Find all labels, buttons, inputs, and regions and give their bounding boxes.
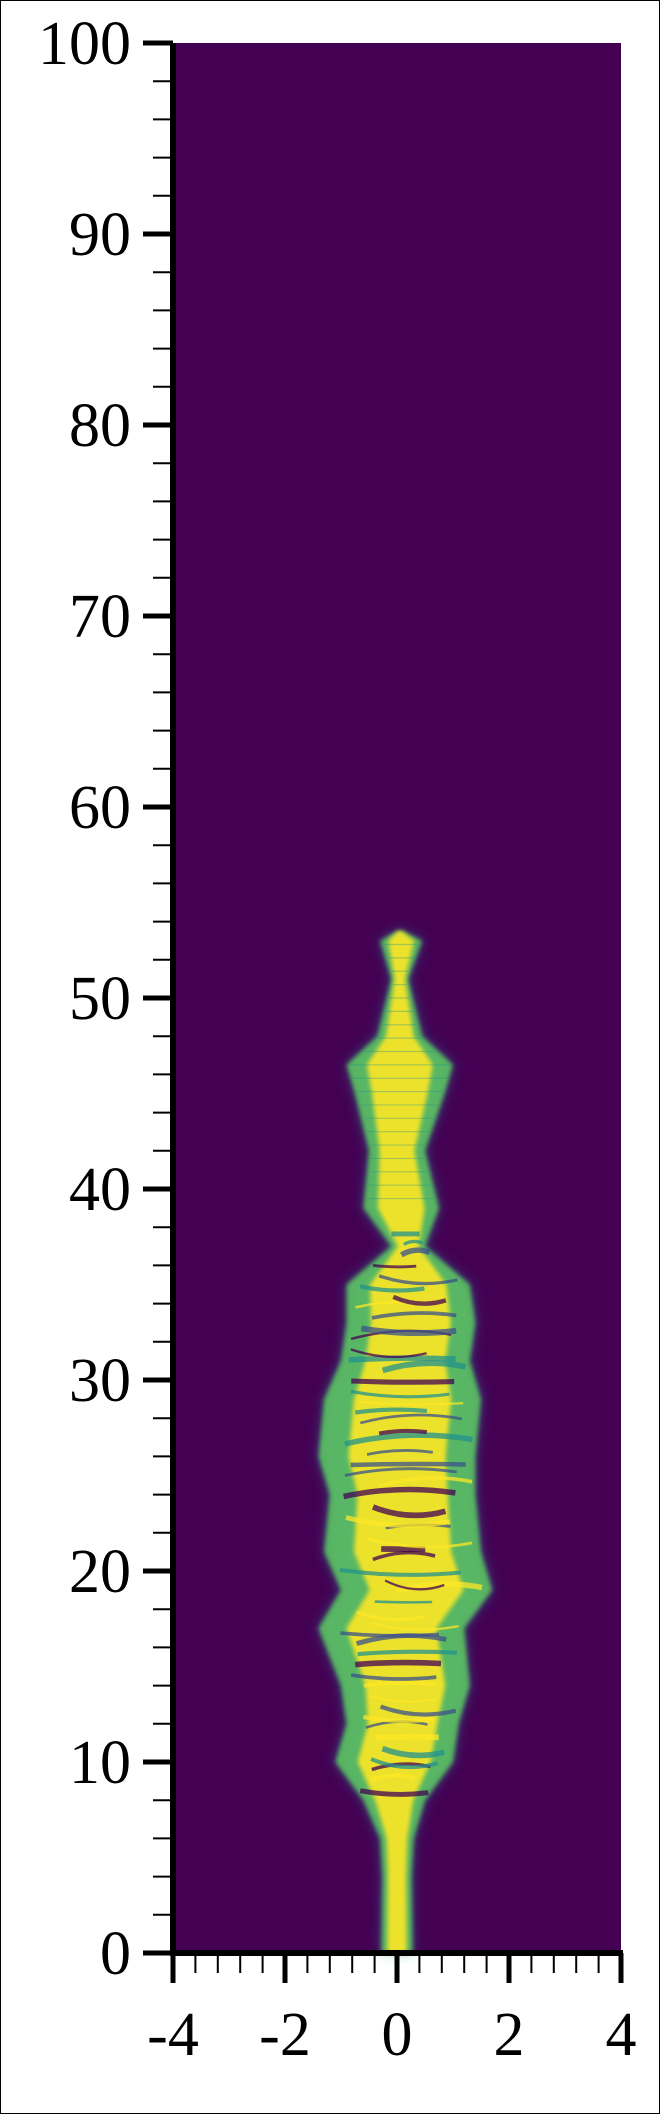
plume-eddy-streak <box>358 1652 457 1654</box>
plume-eddy-streak <box>373 1265 416 1267</box>
plume-eddy-streak <box>349 1358 456 1360</box>
plume-eddy-streak <box>355 1663 441 1665</box>
y-tick-label: 90 <box>69 201 131 269</box>
y-tick-label: 80 <box>69 392 131 460</box>
y-tick-label: 20 <box>69 1538 131 1606</box>
x-tick-label: -4 <box>147 2001 199 2069</box>
y-tick-label: 100 <box>38 10 131 78</box>
y-tick-label: 10 <box>69 1729 131 1797</box>
y-tick-label: 30 <box>69 1347 131 1415</box>
y-tick-label: 50 <box>69 965 131 1033</box>
y-tick-label: 70 <box>69 583 131 651</box>
plume-eddy-streak <box>351 1381 454 1382</box>
plume-eddy-streak <box>351 1464 466 1465</box>
plume-eddy-streak <box>375 1602 432 1603</box>
x-tick-label: 2 <box>494 2001 525 2069</box>
x-tick-label: 4 <box>606 2001 637 2069</box>
y-tick-label: 40 <box>69 1156 131 1224</box>
y-tick-label: 0 <box>100 1920 131 1988</box>
plume-eddy-streak <box>376 1737 439 1738</box>
x-tick-label: -2 <box>259 2001 311 2069</box>
y-tick-label: 60 <box>69 774 131 842</box>
x-tick-label: 0 <box>382 2001 413 2069</box>
